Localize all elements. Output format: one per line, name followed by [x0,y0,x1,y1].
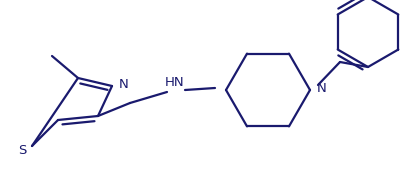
Text: HN: HN [165,77,185,90]
Text: S: S [18,143,26,156]
Text: N: N [119,77,129,90]
Text: N: N [317,82,327,95]
